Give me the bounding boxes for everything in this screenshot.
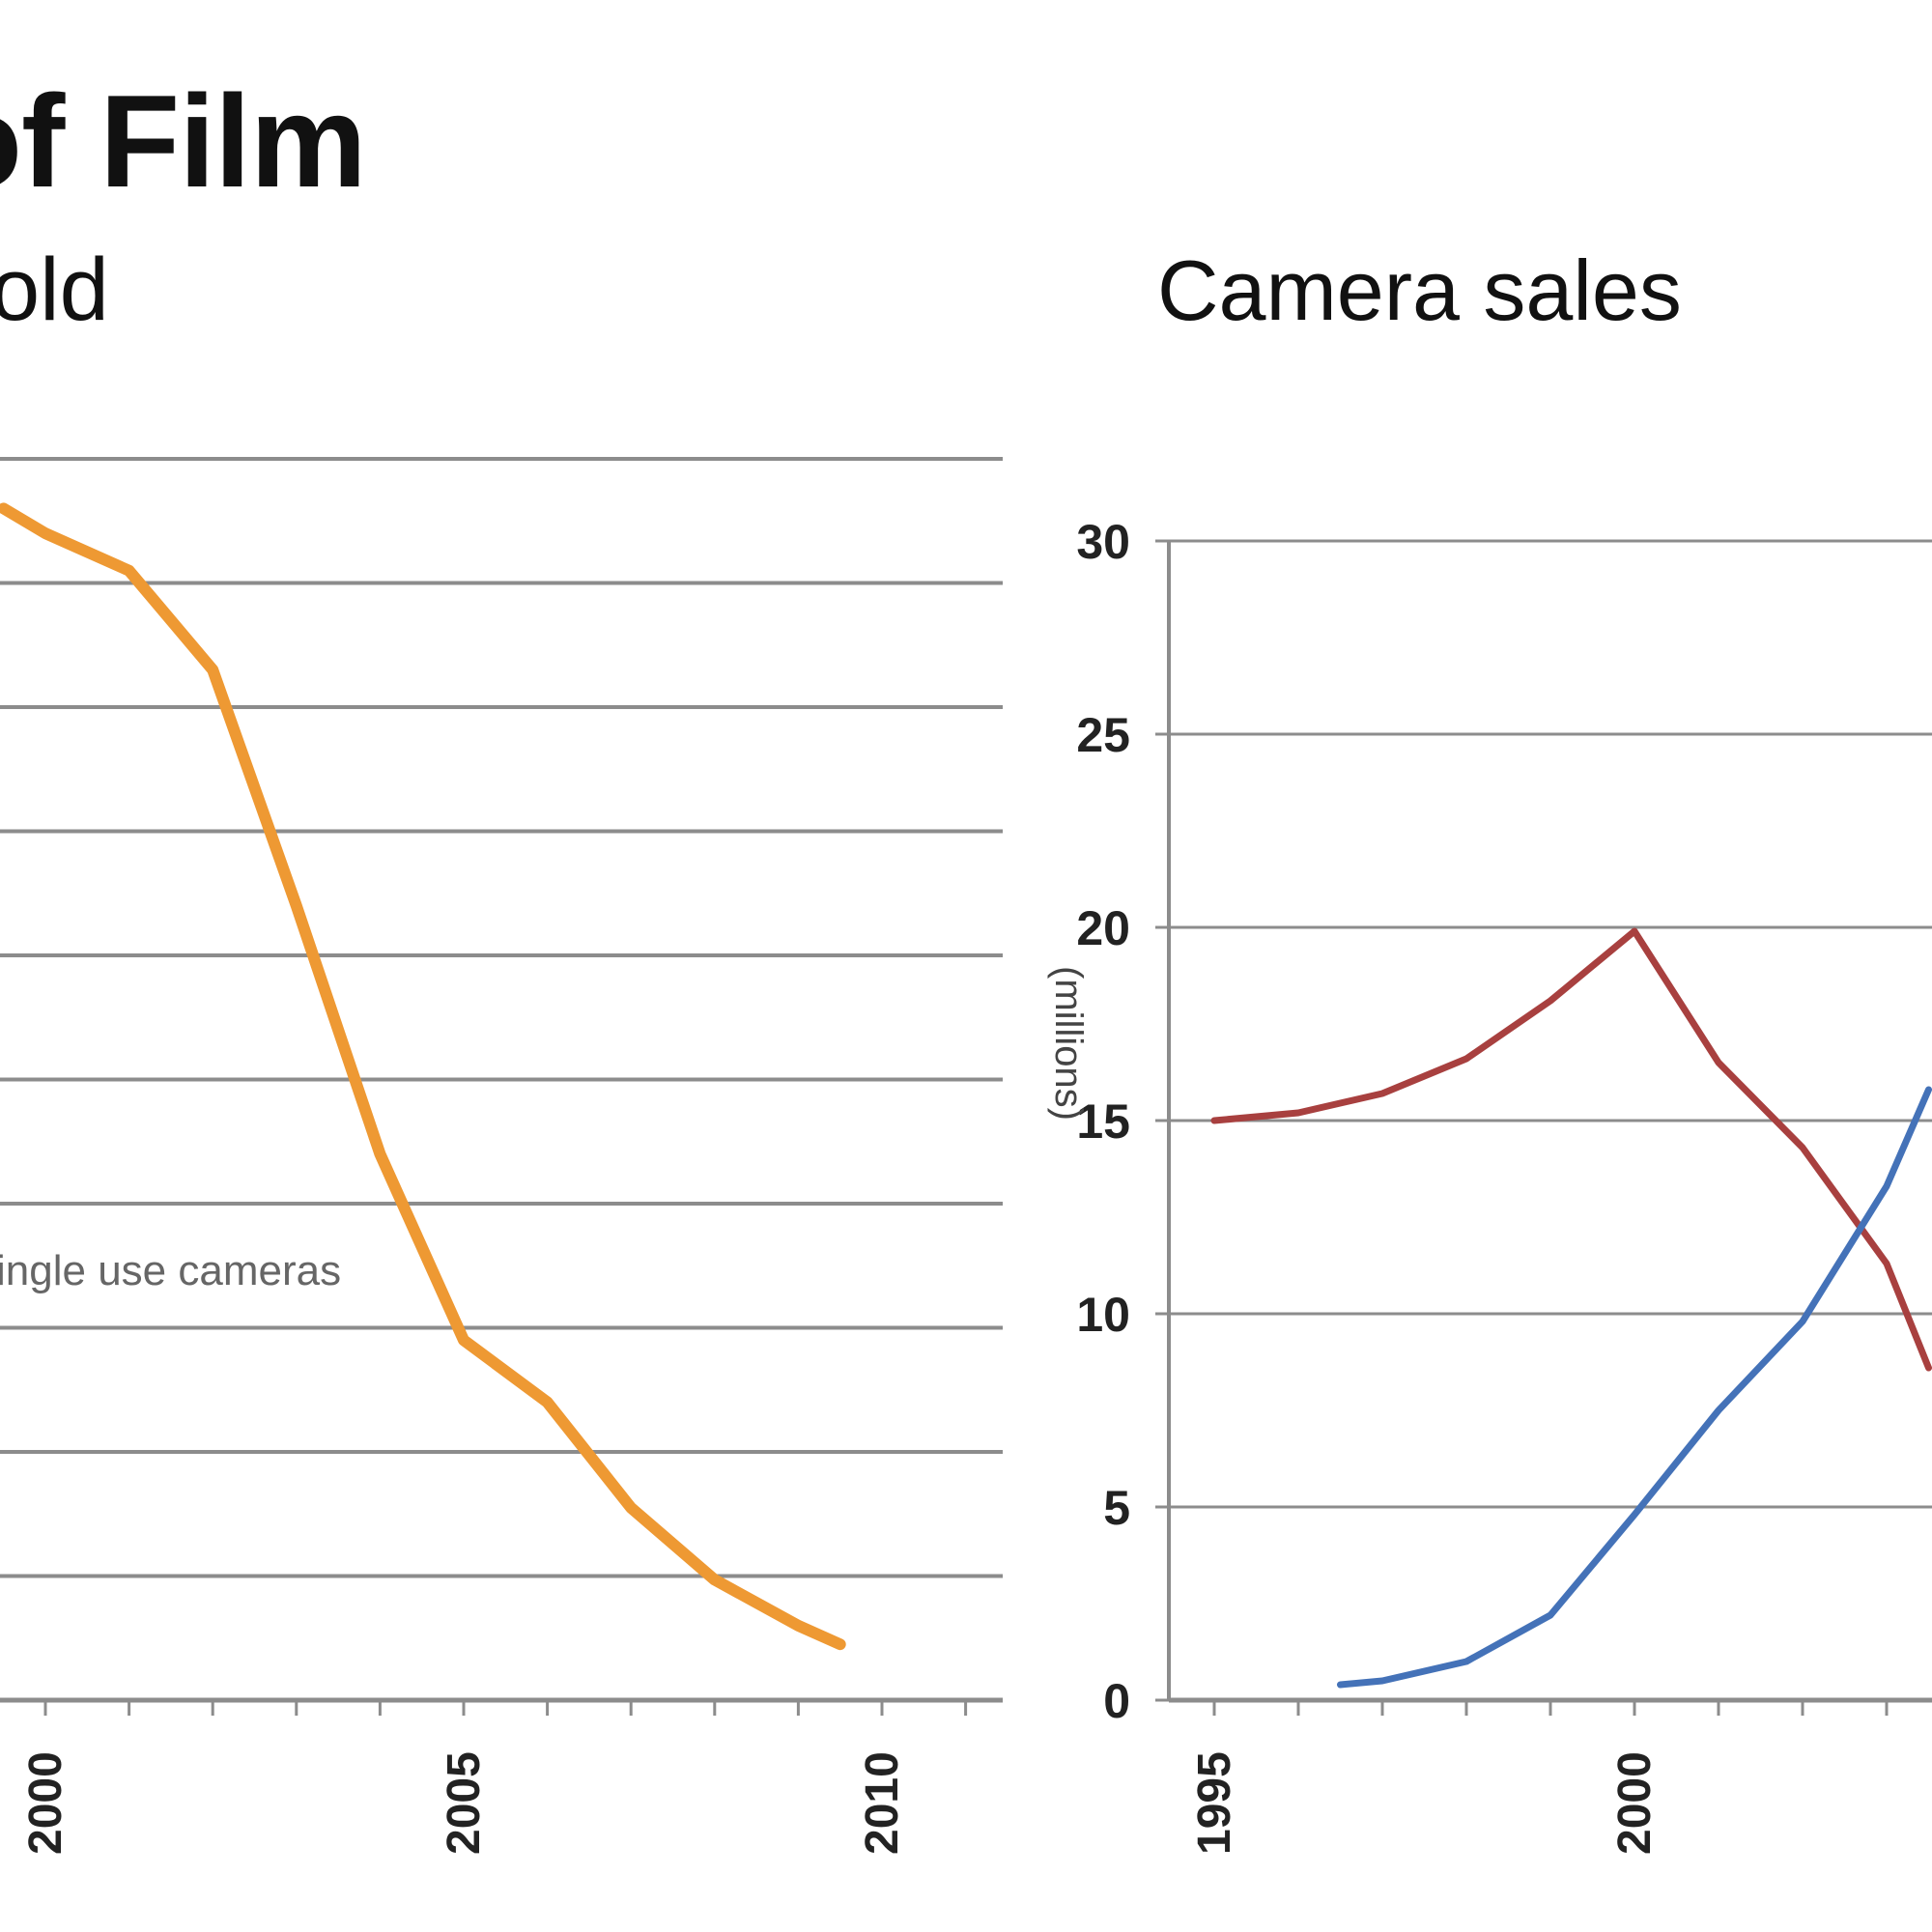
right-y-axis-label: (millions) — [1047, 966, 1090, 1121]
left-x-tick-label: 2010 — [857, 1751, 908, 1855]
right-y-tick-label: 10 — [1076, 1288, 1130, 1342]
digital-cameras-line — [1337, 1086, 1932, 1689]
single-use-cameras-label: ingle use cameras — [0, 1247, 341, 1294]
right-x-tick-label: 1995 — [1189, 1751, 1240, 1855]
right-y-tick-label: 20 — [1076, 901, 1130, 955]
headline: of Film — [0, 68, 367, 214]
right-x-tick-label: 2000 — [1609, 1751, 1661, 1855]
left-x-tick-label: 2005 — [439, 1751, 490, 1855]
film-sold-line — [0, 502, 846, 1651]
right-y-tick-label: 5 — [1103, 1481, 1130, 1535]
right-y-tick-label: 0 — [1103, 1674, 1130, 1728]
right-y-tick-label: 30 — [1076, 515, 1130, 569]
right-y-tick-label: 25 — [1076, 708, 1130, 762]
left-chart-title: old — [0, 241, 109, 339]
film-cameras-line — [1210, 927, 1932, 1372]
right-y-tick-label: 15 — [1076, 1094, 1130, 1149]
right-chart-title: Camera sales — [1157, 242, 1682, 338]
left-x-tick-label: 2000 — [20, 1751, 71, 1855]
